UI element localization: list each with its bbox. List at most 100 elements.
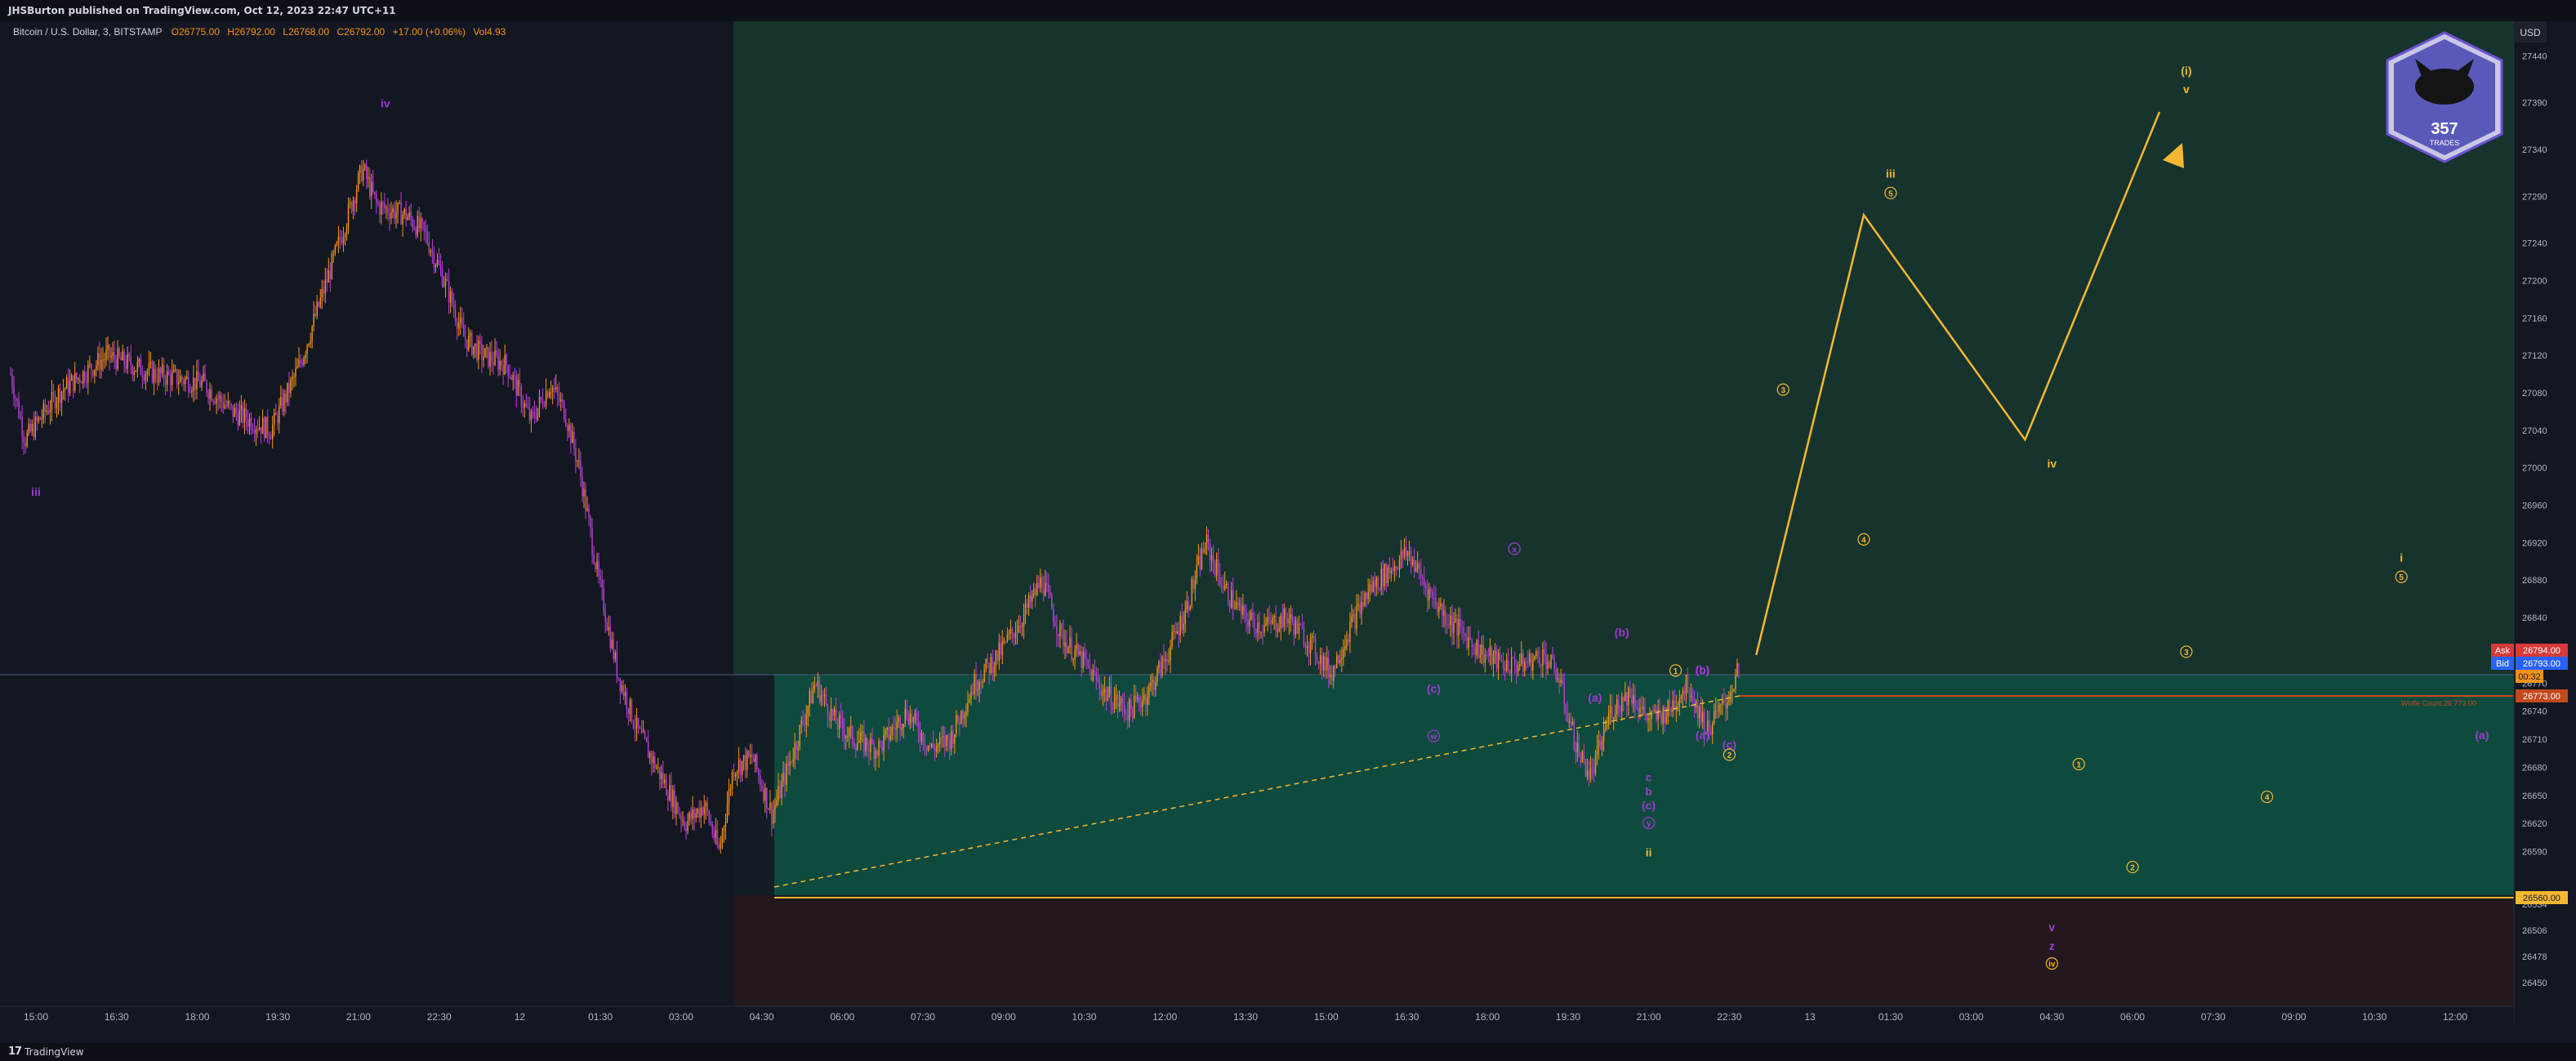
wave-label[interactable]: (c) (1642, 799, 1656, 812)
candle-body (1331, 674, 1333, 681)
candle-body (34, 417, 36, 438)
candle-body (339, 236, 341, 240)
wave-label[interactable]: 5 (2399, 573, 2404, 582)
wave-label[interactable]: y (1647, 820, 1651, 829)
price-tick-label: 26620 (2522, 819, 2547, 829)
candle-body (535, 417, 537, 420)
candle-body (1505, 659, 1508, 671)
wave-label[interactable]: z (2049, 939, 2055, 952)
wave-label[interactable]: i (2400, 551, 2403, 564)
price-chart[interactable]: Wolfe Count 26,773.00 iiiivvziv12345i(a)… (0, 21, 2576, 1043)
candle-body (1628, 688, 1629, 707)
candle-body (934, 747, 936, 751)
candle-body (878, 741, 880, 756)
candle-body (357, 173, 359, 190)
candle-body (1629, 688, 1631, 698)
candle-body (604, 612, 606, 622)
candle-body (852, 726, 853, 743)
candle-body (1317, 661, 1320, 664)
wave-label[interactable]: iii (31, 485, 41, 498)
wave-label[interactable]: 2 (1727, 751, 1732, 760)
candle-body (845, 736, 847, 738)
candle-body (764, 787, 766, 801)
wave-label[interactable]: (c) (1723, 738, 1736, 751)
wave-label[interactable]: (a) (1588, 691, 1602, 704)
wave-label[interactable]: (b) (1615, 626, 1629, 639)
wave-label[interactable]: (i) (2181, 64, 2191, 77)
wave-label[interactable]: iv (2047, 457, 2057, 470)
candle-body (1029, 595, 1032, 602)
trendline-dashed[interactable] (773, 695, 1740, 888)
candle-body (1338, 655, 1339, 663)
wave-label[interactable]: (a) (1696, 729, 1709, 742)
wave-label[interactable]: iv (381, 96, 390, 109)
wave-label[interactable]: x (1512, 546, 1517, 555)
wave-label[interactable]: v (2183, 82, 2190, 96)
candle-body (1034, 588, 1036, 595)
wave-label[interactable]: w (1429, 733, 1437, 742)
candle-body (1636, 707, 1638, 709)
wave-label[interactable]: (c) (1427, 682, 1441, 695)
time-tick-label: 01:30 (588, 1011, 613, 1023)
wave-label[interactable]: 3 (2184, 649, 2189, 658)
bid-price-tag (2516, 657, 2568, 670)
wave-label[interactable]: 2 (2130, 864, 2135, 873)
candle-body (56, 402, 58, 409)
candle-body (640, 728, 643, 733)
candle-body (1567, 713, 1568, 722)
candle-body (379, 204, 381, 215)
wave-label[interactable]: 5 (1888, 189, 1893, 198)
candle-body (227, 401, 229, 407)
currency-box[interactable] (2514, 21, 2547, 42)
candle-body (1283, 608, 1285, 627)
wave-label[interactable]: 3 (1780, 386, 1785, 395)
wave-label[interactable]: 4 (2265, 794, 2270, 803)
candle-body (1249, 619, 1250, 627)
candle-body (1123, 704, 1125, 713)
candle-body (1072, 659, 1074, 661)
wave-label[interactable]: 4 (1861, 536, 1866, 545)
wave-label[interactable]: iii (1886, 167, 1896, 180)
candle-body (314, 313, 316, 316)
wave-label[interactable]: (a) (2475, 729, 2489, 742)
candle-body (1108, 685, 1111, 695)
wave-label[interactable]: ii (1646, 845, 1652, 858)
candle-body (156, 379, 158, 382)
candle-body (1408, 551, 1411, 552)
tradingview-brand[interactable]: 17 TradingView (8, 1043, 84, 1061)
candle-body (1333, 666, 1335, 681)
projection-path[interactable] (1755, 111, 2161, 656)
wave-label[interactable]: v (2048, 921, 2055, 934)
candle-body (1212, 555, 1214, 564)
wave-label[interactable]: 1 (2076, 760, 2081, 769)
wave-label[interactable]: 1 (1674, 667, 1678, 676)
wave-label[interactable]: b (1645, 785, 1652, 798)
candle-body (99, 353, 100, 370)
candle-body (1487, 654, 1490, 656)
candle-body (1313, 635, 1315, 639)
wave-label[interactable]: (c) (1696, 663, 1709, 676)
candle-body (1374, 581, 1375, 587)
candle-body (690, 812, 692, 820)
candle-body (72, 375, 74, 391)
candle-body (151, 362, 154, 383)
candle-body (1158, 661, 1160, 668)
wave-label[interactable]: c (1646, 771, 1652, 784)
candle-body (334, 245, 336, 254)
zone-below-support (733, 895, 2514, 1026)
candle-body (797, 747, 799, 750)
candle-body (944, 736, 946, 747)
wave-label[interactable]: (b) (1696, 663, 1710, 676)
candle-body (827, 704, 829, 717)
candle-body (1160, 661, 1161, 676)
candle-body (868, 748, 870, 752)
candle-body (209, 389, 211, 399)
candle-body (341, 239, 343, 243)
candle-body (677, 802, 679, 814)
candle-body (975, 673, 977, 692)
wave-label[interactable]: iv (2048, 961, 2056, 970)
candle-body (324, 279, 326, 294)
candle-body (230, 403, 233, 405)
candle-body (810, 690, 813, 703)
candle-body (481, 343, 483, 360)
